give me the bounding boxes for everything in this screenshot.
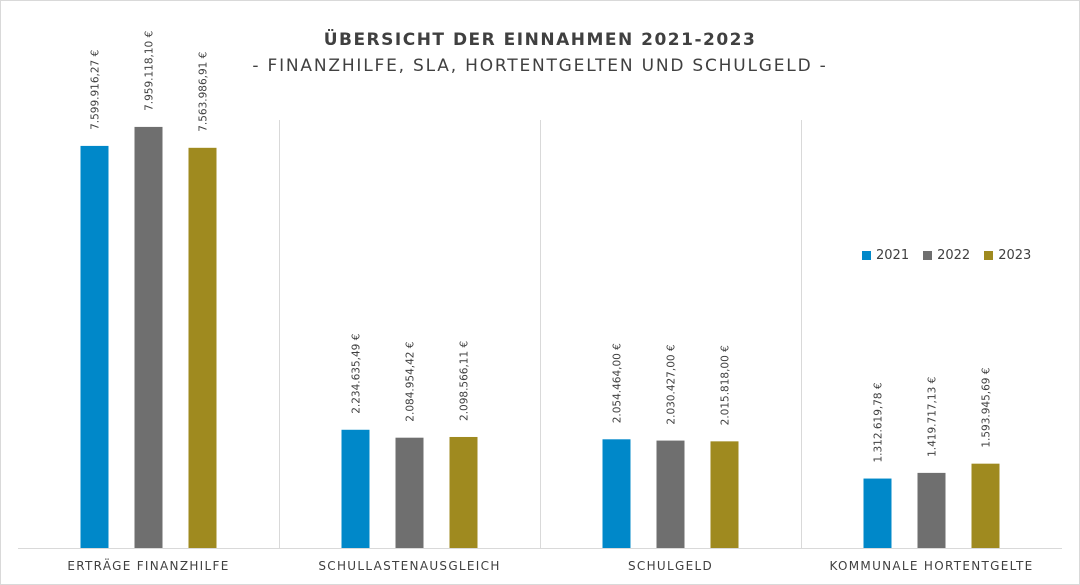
bar-2022	[395, 437, 424, 548]
data-label: 1.312.619,78 €	[873, 382, 885, 462]
bar-2021	[863, 478, 892, 548]
bar-2023	[449, 436, 478, 548]
bar-2023	[710, 441, 739, 548]
bar-2021	[80, 145, 109, 548]
bar-2023	[971, 463, 1000, 548]
bar-2022	[656, 440, 685, 548]
legend-label: 2023	[998, 248, 1032, 263]
legend-item-2023: 2023	[984, 248, 1031, 263]
category-label: SCHULGELD	[628, 559, 713, 573]
data-label: 2.234.635,49 €	[351, 334, 363, 414]
bar-2022	[917, 472, 946, 548]
data-label: 7.959.118,10 €	[144, 31, 156, 111]
bar-2021	[602, 439, 631, 548]
category-label: ERTRÄGE FINANZHILFE	[67, 558, 229, 573]
category-label: SCHULLASTENAUSGLEICH	[318, 559, 500, 573]
data-label: 1.419.717,13 €	[927, 377, 939, 457]
legend-item-2021: 2021	[862, 248, 909, 263]
data-label: 2.084.954,42 €	[405, 342, 417, 422]
data-label: 2.098.566,11 €	[459, 341, 471, 421]
bar-2021	[341, 429, 370, 548]
data-label: 2.015.818,00 €	[720, 345, 732, 425]
legend-swatch	[984, 251, 994, 260]
chart-legend: 2021 2022 2023	[862, 248, 1031, 263]
data-label: 7.599.916,27 €	[90, 50, 102, 130]
legend-item-2022: 2022	[923, 248, 970, 263]
category-label: KOMMUNALE HORTENTGELTE	[830, 559, 1034, 573]
legend-label: 2021	[876, 248, 910, 263]
data-label: 2.054.464,00 €	[612, 343, 624, 423]
bar-2023	[188, 147, 217, 548]
bar-2022	[134, 126, 163, 548]
chart-title: ÜBERSICHT DER EINNAHMEN 2021-2023	[323, 30, 757, 50]
legend-label: 2022	[937, 248, 971, 263]
chart-subtitle: - FINANZHILFE, SLA, HORTENTGELTEN UND SC…	[252, 56, 828, 76]
data-label: 2.030.427,00 €	[666, 344, 678, 424]
data-label: 1.593.945,69 €	[981, 368, 993, 448]
legend-swatch	[862, 251, 871, 260]
legend-swatch	[923, 251, 933, 260]
data-label: 7.563.986,91 €	[198, 52, 210, 132]
